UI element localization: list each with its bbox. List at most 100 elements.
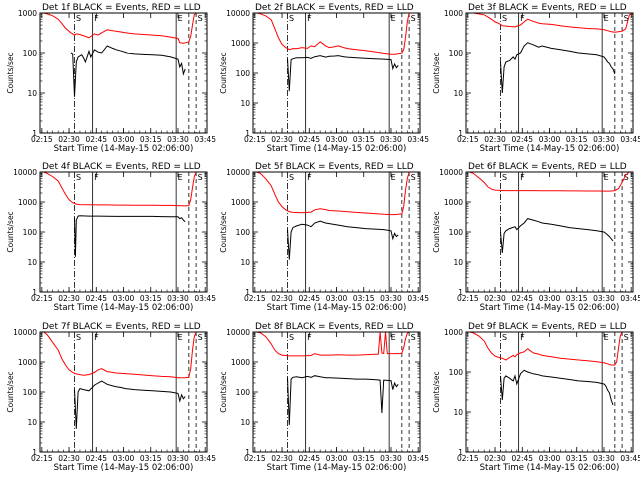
x-tick-label: 03:30: [593, 294, 615, 303]
panel-title: Det 1f BLACK = Events, RED = LLD: [42, 3, 201, 13]
x-tick-label: 03:30: [593, 454, 615, 463]
x-tick-label: 03:00: [326, 294, 348, 303]
marker-letter: S: [624, 14, 629, 23]
marker-letter: F: [307, 173, 312, 182]
panel-5: Det 5f BLACK = Events, RED = LLD 1 10 100 10…: [219, 162, 429, 313]
x-tick-label: 03:15: [566, 294, 588, 303]
x-tick-label: 03:00: [113, 294, 135, 303]
y-tick-label: 10: [27, 418, 37, 427]
panel-title: Det 2f BLACK = Events, RED = LLD: [255, 3, 414, 13]
x-tick-label: 03:00: [326, 135, 348, 144]
y-tick-label: 1: [245, 288, 250, 297]
panel-title: Det 8f BLACK = Events, RED = LLD: [255, 322, 414, 332]
x-axis-label: Start Time (14-May-15 02:06:00): [54, 463, 194, 473]
panel-4: Det 4f BLACK = Events, RED = LLD 1 10 100 10…: [6, 162, 216, 313]
x-tick-label: 02:15: [31, 454, 53, 463]
panel-title: Det 3f BLACK = Events, RED = LLD: [468, 3, 627, 13]
x-tick-label: 02:15: [457, 454, 479, 463]
y-tick-label: 10: [240, 258, 250, 267]
x-tick-label: 02:30: [271, 454, 293, 463]
marker-letter: F: [520, 14, 525, 23]
plot-frame: [39, 331, 208, 453]
panel-9: Det 9f BLACK = Events, RED = LLD 1 10 100 10…: [432, 322, 640, 473]
x-tick-label: 03:15: [566, 454, 588, 463]
x-tick-label: 03:00: [113, 454, 135, 463]
panel-6: Det 6f BLACK = Events, RED = LLD 1 10 100 10…: [432, 162, 640, 313]
x-tick-label: 03:15: [353, 454, 375, 463]
marker-letter: E: [178, 14, 183, 23]
marker-letter: S: [198, 14, 203, 23]
y-tick-label: 10: [27, 258, 37, 267]
marker-letter: S: [502, 333, 507, 342]
x-tick-label: 03:00: [539, 135, 561, 144]
x-tick-label: 03:30: [593, 135, 615, 144]
y-axis-label: Counts/sec: [219, 211, 228, 252]
x-tick-label: 03:45: [620, 294, 640, 303]
y-tick-label: 100: [23, 388, 38, 397]
x-tick-label: 02:15: [31, 294, 53, 303]
y-tick-label: 100: [449, 368, 464, 377]
y-tick-label: 10000: [13, 328, 37, 337]
x-tick-label: 03:45: [407, 135, 429, 144]
series-events: [500, 369, 614, 406]
x-tick-label: 02:15: [244, 454, 266, 463]
marker-letter: F: [94, 333, 99, 342]
x-tick-label: 03:45: [194, 454, 216, 463]
marker-letter: E: [178, 173, 183, 182]
x-axis-label: Start Time (14-May-15 02:06:00): [267, 303, 407, 313]
y-tick-label: 100: [23, 49, 38, 58]
y-tick-label: 1000: [231, 39, 250, 48]
series-events: [74, 215, 186, 257]
marker-letter: E: [604, 333, 609, 342]
x-tick-label: 02:45: [85, 135, 107, 144]
x-tick-label: 02:15: [244, 135, 266, 144]
series-events: [70, 45, 186, 97]
y-tick-label: 1: [245, 448, 250, 457]
y-tick-label: 100: [236, 69, 251, 78]
marker-letter: S: [411, 333, 416, 342]
x-tick-label: 02:45: [85, 454, 107, 463]
x-tick-label: 02:30: [271, 135, 293, 144]
panel-7: Det 7f BLACK = Events, RED = LLD 1 10 100 10…: [6, 322, 216, 473]
plot-frame: [465, 12, 634, 134]
y-tick-label: 100: [23, 228, 38, 237]
y-tick-label: 10: [453, 89, 463, 98]
series-lld: [40, 331, 197, 379]
y-tick-label: 1000: [18, 198, 37, 207]
marker-letter: S: [198, 173, 203, 182]
y-axis-label: Counts/sec: [219, 52, 228, 93]
y-tick-label: 10: [453, 408, 463, 417]
y-tick-label: 100: [449, 49, 464, 58]
panel-title: Det 7f BLACK = Events, RED = LLD: [42, 322, 201, 332]
marker-letter: F: [307, 333, 312, 342]
marker-letter: S: [76, 173, 81, 182]
panel-1: Det 1f BLACK = Events, RED = LLD 1 10 100 10…: [6, 3, 216, 154]
series-lld: [253, 12, 410, 55]
y-axis-label: Counts/sec: [6, 371, 15, 412]
x-tick-label: 03:45: [194, 135, 216, 144]
x-tick-label: 03:30: [380, 294, 402, 303]
x-tick-label: 02:15: [457, 294, 479, 303]
marker-letter: S: [624, 173, 629, 182]
y-tick-label: 100: [236, 388, 251, 397]
x-tick-label: 03:15: [353, 294, 375, 303]
marker-letter: E: [178, 333, 183, 342]
marker-letter: F: [520, 173, 525, 182]
x-tick-label: 03:15: [140, 135, 162, 144]
x-tick-label: 02:30: [58, 454, 80, 463]
x-tick-label: 03:30: [167, 294, 189, 303]
series-events: [74, 380, 186, 429]
y-tick-label: 1: [32, 129, 37, 138]
y-tick-label: 1: [32, 288, 37, 297]
series-events: [287, 55, 399, 92]
plot-frame: [39, 12, 208, 134]
marker-letter: S: [289, 14, 294, 23]
x-tick-label: 02:45: [511, 294, 533, 303]
x-tick-label: 02:45: [511, 135, 533, 144]
x-tick-label: 03:45: [620, 135, 640, 144]
series-events: [500, 42, 616, 94]
x-tick-label: 02:45: [511, 454, 533, 463]
x-tick-label: 02:30: [58, 294, 80, 303]
panel-title: Det 4f BLACK = Events, RED = LLD: [42, 162, 201, 172]
y-axis-label: Counts/sec: [432, 371, 441, 412]
